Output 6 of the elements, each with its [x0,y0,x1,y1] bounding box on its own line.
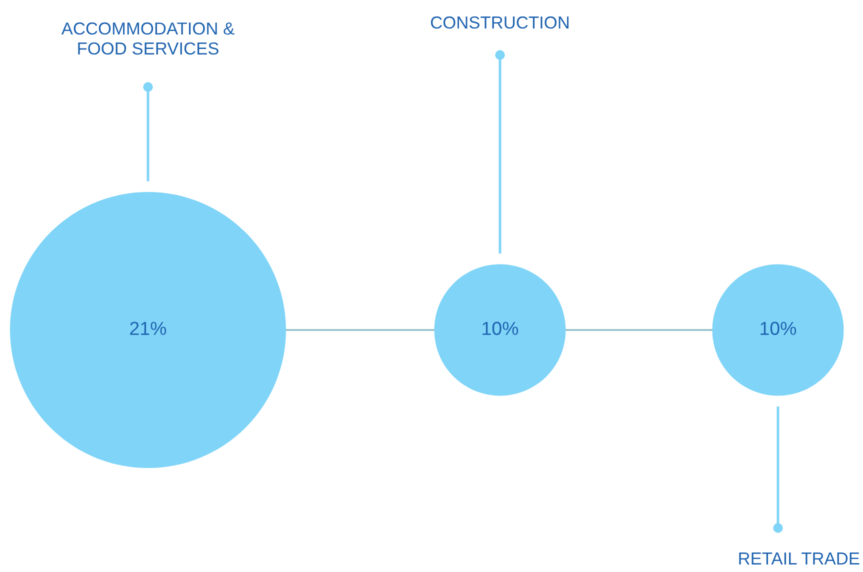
category-label: CONSTRUCTION [430,16,569,29]
data-label: 10% [482,322,518,336]
data-label: 10% [760,322,796,336]
category-label: RETAIL TRADE [739,552,860,564]
category-label: ACCOMMODATION & FOOD SERVICES [61,22,234,55]
data-label: 21% [130,322,166,335]
